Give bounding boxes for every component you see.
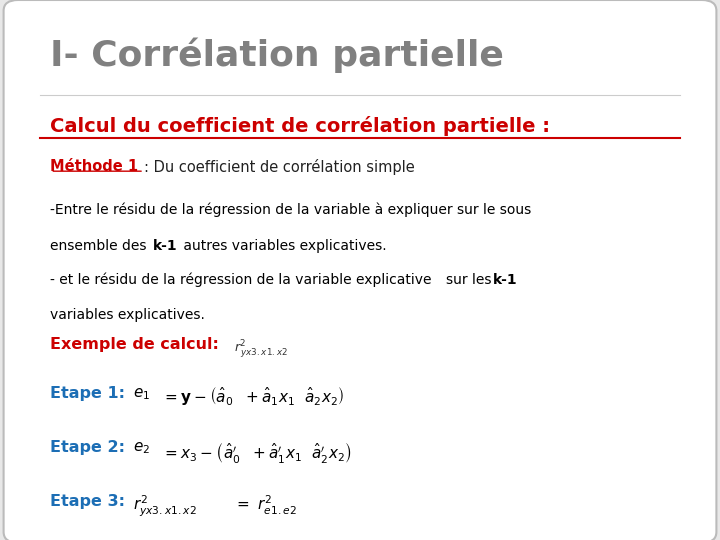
Text: $= \mathbf{y} - \left(\hat{a}_0\ \ +\hat{a}_1 x_1\ \ \hat{a}_2 x_2 \right)$: $= \mathbf{y} - \left(\hat{a}_0\ \ +\hat… bbox=[162, 386, 344, 408]
Text: - et le résidu de la régression de la variable explicative: - et le résidu de la régression de la va… bbox=[50, 273, 432, 287]
Text: Etape 1:: Etape 1: bbox=[50, 386, 125, 401]
Text: -Entre le résidu de la régression de la variable à expliquer sur le sous: -Entre le résidu de la régression de la … bbox=[50, 202, 531, 217]
Text: $r^2_{yx3.x1.x2}$: $r^2_{yx3.x1.x2}$ bbox=[133, 494, 197, 519]
Text: k-1: k-1 bbox=[153, 239, 178, 253]
Text: I- Corrélation partielle: I- Corrélation partielle bbox=[50, 38, 504, 73]
Text: variables explicatives.: variables explicatives. bbox=[50, 308, 205, 322]
Text: k-1: k-1 bbox=[493, 273, 518, 287]
Text: $e_2$: $e_2$ bbox=[133, 440, 150, 456]
Text: autres variables explicatives.: autres variables explicatives. bbox=[179, 239, 386, 253]
Text: Etape 2:: Etape 2: bbox=[50, 440, 125, 455]
Text: $e_1$: $e_1$ bbox=[133, 386, 150, 402]
Text: $= x_3 - \left(\hat{a}^{\prime}_0\ \ +\hat{a}^{\prime}_1 x_1\ \ \hat{a}^{\prime}: $= x_3 - \left(\hat{a}^{\prime}_0\ \ +\h… bbox=[162, 440, 351, 465]
Text: sur les: sur les bbox=[446, 273, 496, 287]
Text: ensemble des: ensemble des bbox=[50, 239, 151, 253]
Text: Calcul du coefficient de corrélation partielle :: Calcul du coefficient de corrélation par… bbox=[50, 116, 550, 136]
Text: Exemple de calcul:: Exemple de calcul: bbox=[50, 338, 220, 353]
Text: $r^2_{\,yx3.x1.x2}$: $r^2_{\,yx3.x1.x2}$ bbox=[234, 338, 288, 360]
Text: Méthode 1: Méthode 1 bbox=[50, 159, 138, 174]
Text: : Du coefficient de corrélation simple: : Du coefficient de corrélation simple bbox=[144, 159, 415, 176]
Text: $= \ r^2_{e1.e2}$: $= \ r^2_{e1.e2}$ bbox=[234, 494, 297, 517]
Text: Etape 3:: Etape 3: bbox=[50, 494, 125, 509]
